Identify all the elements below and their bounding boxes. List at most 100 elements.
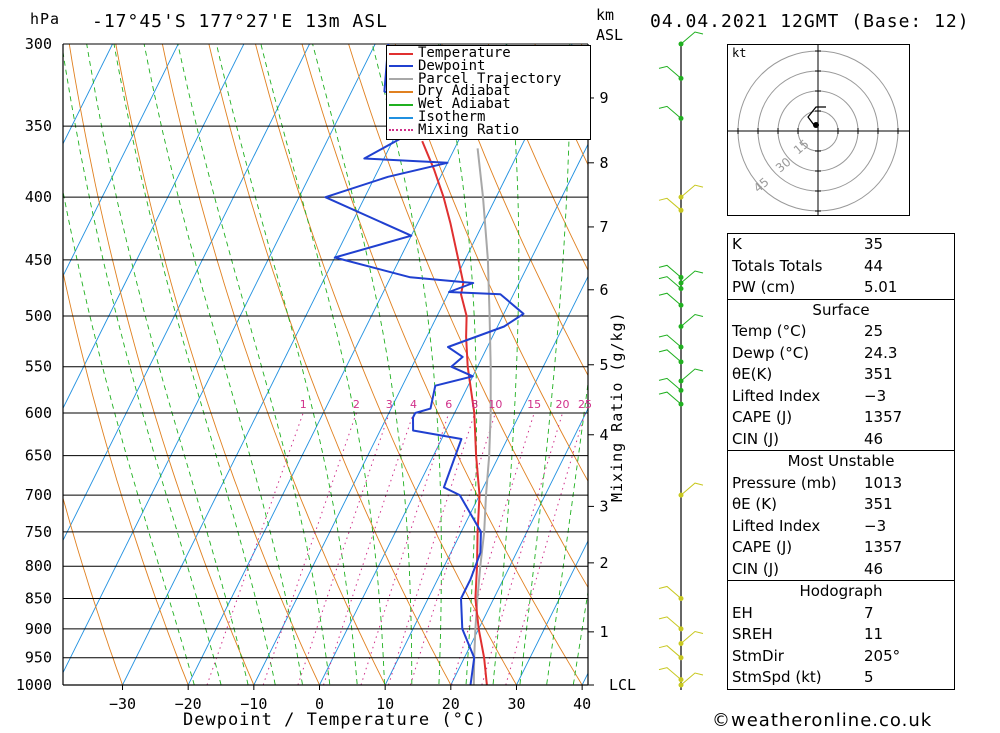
temperature-line bbox=[421, 140, 488, 685]
height-tick-label: 2 bbox=[599, 554, 608, 572]
pressure-tick-label: 650 bbox=[25, 447, 52, 465]
index-row: CIN (J) 46 bbox=[728, 559, 954, 581]
wind-barb bbox=[658, 105, 682, 119]
legend-swatch bbox=[389, 103, 413, 106]
dry-adiabat-line bbox=[394, 44, 588, 483]
legend-item: Wet Adiabat bbox=[389, 96, 511, 113]
index-value: −3 bbox=[864, 516, 887, 535]
wind-barb bbox=[658, 645, 682, 659]
lcl-label: LCL bbox=[609, 676, 636, 694]
index-value: 205° bbox=[864, 646, 901, 665]
pressure-tick-label: 300 bbox=[25, 35, 52, 53]
dry-adiabat-line bbox=[208, 44, 452, 685]
index-row: StmSpd (kt) 5 bbox=[728, 667, 954, 689]
wind-barb bbox=[680, 630, 704, 644]
isotherm-line bbox=[515, 539, 588, 685]
index-row: Totals Totals 44 bbox=[728, 256, 954, 278]
index-row: EH 7 bbox=[728, 603, 954, 625]
copyright: ©weatheronline.co.uk bbox=[712, 710, 933, 731]
legend-swatch bbox=[389, 78, 413, 81]
index-label: CIN (J) bbox=[732, 559, 780, 578]
dry-adiabat-line bbox=[63, 496, 123, 685]
index-value: 11 bbox=[864, 625, 884, 643]
isobars bbox=[63, 43, 588, 686]
index-row: Lifted Index −3 bbox=[728, 386, 954, 408]
height-tick-label: 5 bbox=[599, 356, 608, 374]
index-value: 351 bbox=[864, 495, 893, 513]
indices-top-box: K 35 Totals Totals 44 PW (cm) 5.01 bbox=[727, 233, 955, 300]
hodograph: 15 30 45 kt bbox=[727, 44, 910, 216]
dry-adiabat-line bbox=[115, 44, 320, 685]
temperature-tick-label: 30 bbox=[507, 695, 525, 713]
index-row: θE (K) 351 bbox=[728, 494, 954, 516]
mixing-ratio-line bbox=[360, 412, 450, 685]
wet-adiabat-line bbox=[492, 44, 520, 685]
index-label: StmDir bbox=[732, 646, 784, 665]
mixing-ratio-line bbox=[206, 412, 304, 685]
dry-adiabat-line bbox=[487, 44, 588, 272]
x-axis-label: Dewpoint / Temperature (°C) bbox=[183, 710, 487, 730]
wet-adiabat-line bbox=[216, 44, 358, 685]
index-row: Dewp (°C) 24.3 bbox=[728, 343, 954, 365]
datetime-title: 04.04.2021 12GMT (Base: 12) bbox=[650, 11, 970, 32]
legend-item: Mixing Ratio bbox=[389, 123, 519, 137]
index-label: StmSpd (kt) bbox=[732, 668, 822, 686]
legend-item: Isotherm bbox=[389, 109, 486, 125]
isotherm-line bbox=[318, 143, 588, 685]
hodograph-unit: kt bbox=[732, 46, 747, 60]
pressure-tick-label: 400 bbox=[25, 188, 52, 206]
legend-swatch bbox=[389, 90, 413, 93]
index-value: 1357 bbox=[864, 408, 903, 426]
index-label: K bbox=[732, 235, 742, 253]
height-tick-label: 7 bbox=[599, 218, 608, 236]
legend-label: Isotherm bbox=[418, 109, 486, 125]
wind-barb bbox=[680, 368, 704, 382]
wind-barb bbox=[658, 264, 682, 278]
hodograph-trace bbox=[807, 106, 826, 126]
wet-adiabat-line bbox=[177, 44, 331, 685]
index-label: CAPE (J) bbox=[732, 408, 793, 426]
hodograph-ring-label: 45 bbox=[751, 175, 772, 196]
index-row: CAPE (J) 1357 bbox=[728, 407, 954, 429]
wet-adiabat-line bbox=[143, 44, 303, 685]
isotherm-line bbox=[63, 44, 179, 277]
index-value: 7 bbox=[864, 603, 874, 622]
legend-label: Wet Adiabat bbox=[418, 96, 511, 113]
index-label: Pressure (mb) bbox=[732, 473, 837, 492]
legend-label: Parcel Trajectory bbox=[418, 70, 562, 87]
index-row: Temp (°C) 25 bbox=[728, 321, 954, 343]
wet-adiabat-line bbox=[63, 189, 195, 685]
index-label: Dewp (°C) bbox=[732, 343, 810, 362]
mixing-ratio-line bbox=[262, 412, 357, 685]
index-value: 35 bbox=[864, 235, 884, 253]
profiles bbox=[324, 44, 525, 685]
index-value: 46 bbox=[864, 429, 884, 448]
index-row: Lifted Index −3 bbox=[728, 516, 954, 538]
height-ref-label: ASL bbox=[596, 26, 624, 44]
indices-hodograph-box: Hodograph EH 7 SREH 11 StmDir 205° StmSpd (kt)… bbox=[727, 580, 955, 690]
mixing-ratio-line bbox=[297, 412, 390, 685]
indices-most-unstable-box: Most Unstable Pressure (mb) 1013 θE (K) 351… bbox=[727, 450, 955, 581]
height-tick-label: 3 bbox=[599, 497, 608, 515]
wind-barb bbox=[658, 197, 682, 211]
mixing-ratio-label: 6 bbox=[445, 398, 452, 411]
hodograph-title: Hodograph bbox=[799, 582, 883, 600]
legend-swatch bbox=[389, 129, 413, 132]
isotherm-line bbox=[63, 44, 114, 145]
index-value: 1357 bbox=[864, 538, 903, 556]
legend: Temperature Dewpoint Parcel Trajectory Dry … bbox=[386, 45, 591, 140]
wet-adiabat-line bbox=[63, 49, 222, 685]
index-row: StmDir 205° bbox=[728, 646, 954, 668]
dry-adiabat-line bbox=[161, 44, 386, 685]
isotherm-line bbox=[384, 275, 588, 685]
mixing-ratio-line bbox=[388, 412, 476, 685]
index-row: CAPE (J) 1357 bbox=[728, 537, 954, 559]
height-tick-label: 8 bbox=[599, 154, 608, 172]
mixing-ratio-label: 8 bbox=[471, 398, 478, 411]
pressure-tick-label: 500 bbox=[25, 307, 52, 325]
temperature-tick-label: −30 bbox=[109, 695, 136, 713]
isotherm-line bbox=[63, 44, 245, 410]
dry-adiabat-line bbox=[348, 44, 588, 589]
mixing-ratio-label: 3 bbox=[386, 398, 393, 411]
